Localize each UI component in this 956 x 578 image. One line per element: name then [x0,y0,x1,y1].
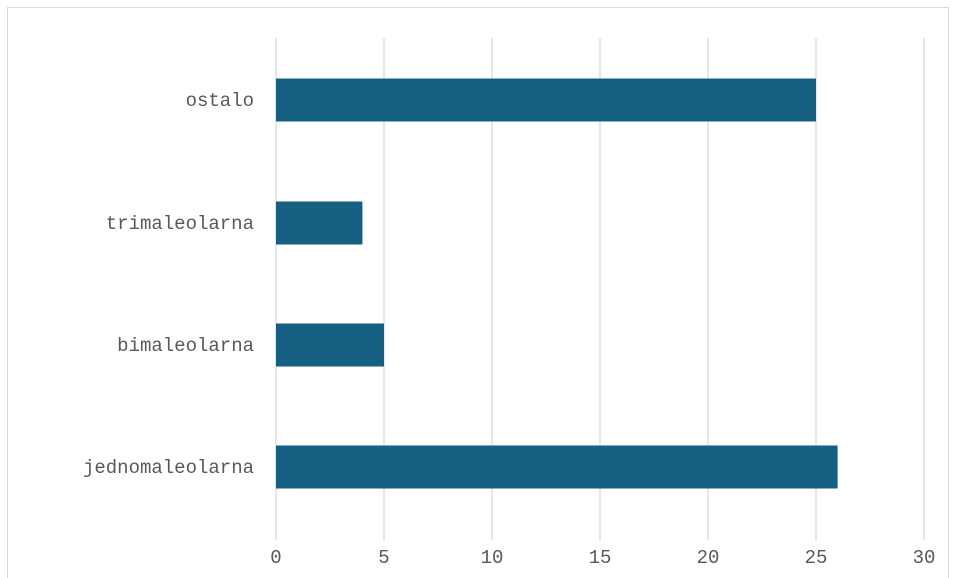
x-axis-tick-labels: 0 5 10 15 20 25 30 [270,547,935,569]
category-labels: jednomaleolarna bimaleolarna trimaleolarna… [83,90,254,479]
x-tick-label: 15 [589,547,612,569]
x-tick-label: 10 [481,547,504,569]
x-tick-label: 20 [697,547,720,569]
bar-trimaleolarna [276,201,363,245]
bar-jednomaleolarna [276,445,838,489]
bar-bimaleolarna [276,323,384,367]
category-label-bimaleolarna: bimaleolarna [117,335,254,357]
x-tick-label: 5 [378,547,389,569]
bar-ostalo [276,78,816,122]
category-label-trimaleolarna: trimaleolarna [106,213,254,235]
x-tick-label: 0 [270,547,281,569]
x-tick-label: 30 [913,547,936,569]
x-tick-label: 25 [805,547,828,569]
category-label-ostalo: ostalo [186,90,254,112]
category-label-jednomaleolarna: jednomaleolarna [83,457,254,479]
bars [276,78,838,489]
